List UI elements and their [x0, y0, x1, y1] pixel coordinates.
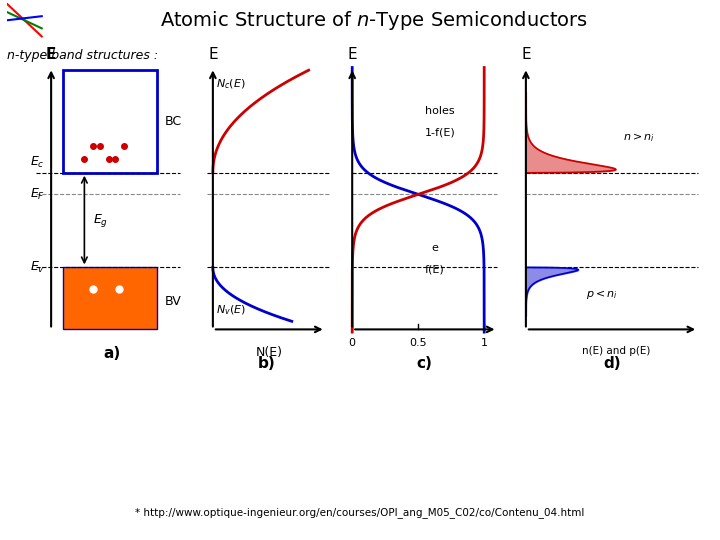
Bar [63, 70, 157, 173]
Text: BC: BC [165, 115, 181, 128]
Bar [63, 267, 157, 329]
Text: $E_v$: $E_v$ [30, 260, 45, 275]
Text: b): b) [258, 356, 275, 372]
Text: $E_F$: $E_F$ [30, 187, 45, 202]
Text: $N_v(E)$: $N_v(E)$ [216, 303, 246, 318]
Text: 0.5: 0.5 [410, 338, 427, 348]
Text: * http://www.optique-ingenieur.org/en/courses/OPI_ang_M05_C02/co/Contenu_04.html: * http://www.optique-ingenieur.org/en/co… [135, 508, 585, 518]
Text: n(E) and p(E): n(E) and p(E) [582, 346, 650, 356]
Text: 0: 0 [348, 338, 356, 348]
Text: $p<n_i$: $p<n_i$ [586, 288, 618, 301]
Text: E: E [521, 47, 531, 62]
Text: $n>n_i$: $n>n_i$ [624, 131, 655, 144]
Text: c): c) [417, 356, 433, 372]
Text: d): d) [603, 356, 621, 372]
Text: n-type band structures :: n-type band structures : [7, 49, 158, 62]
Text: $E_g$: $E_g$ [94, 212, 109, 228]
Text: $E_c$: $E_c$ [30, 155, 45, 170]
Text: holes: holes [425, 106, 454, 116]
Text: f(E): f(E) [425, 265, 444, 275]
Text: 1-f(E): 1-f(E) [425, 127, 456, 137]
Text: E: E [347, 47, 357, 62]
Text: a): a) [103, 346, 120, 361]
Text: $N_c(E)$: $N_c(E)$ [216, 77, 246, 91]
Text: BV: BV [165, 294, 181, 308]
Text: N(E): N(E) [256, 346, 283, 359]
Text: Atomic Structure of $n$-Type Semiconductors: Atomic Structure of $n$-Type Semiconduct… [161, 9, 588, 32]
Text: E: E [208, 47, 217, 62]
Text: 1: 1 [481, 338, 487, 348]
Text: e: e [431, 244, 438, 253]
Text: E: E [46, 47, 56, 62]
